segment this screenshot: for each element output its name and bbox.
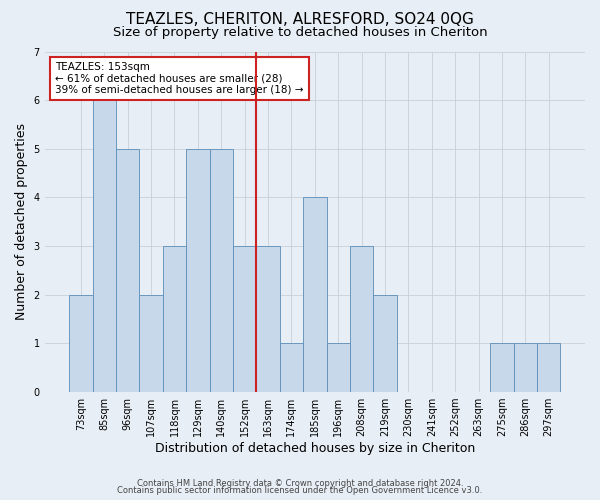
Bar [209,149,233,392]
Bar [303,198,326,392]
X-axis label: Distribution of detached houses by size in Cheriton: Distribution of detached houses by size … [155,442,475,455]
Text: Contains HM Land Registry data © Crown copyright and database right 2024.: Contains HM Land Registry data © Crown c… [137,478,463,488]
Y-axis label: Number of detached properties: Number of detached properties [15,124,28,320]
Bar [350,246,373,392]
Bar [537,344,560,392]
Bar [280,344,303,392]
Bar [373,295,397,392]
Text: Size of property relative to detached houses in Cheriton: Size of property relative to detached ho… [113,26,487,39]
Bar [69,295,92,392]
Bar [490,344,514,392]
Bar [514,344,537,392]
Text: TEAZLES, CHERITON, ALRESFORD, SO24 0QG: TEAZLES, CHERITON, ALRESFORD, SO24 0QG [126,12,474,28]
Bar [139,295,163,392]
Bar [92,100,116,392]
Bar [233,246,256,392]
Text: TEAZLES: 153sqm
← 61% of detached houses are smaller (28)
39% of semi-detached h: TEAZLES: 153sqm ← 61% of detached houses… [55,62,304,95]
Bar [116,149,139,392]
Bar [256,246,280,392]
Text: Contains public sector information licensed under the Open Government Licence v3: Contains public sector information licen… [118,486,482,495]
Bar [326,344,350,392]
Bar [163,246,186,392]
Bar [186,149,209,392]
